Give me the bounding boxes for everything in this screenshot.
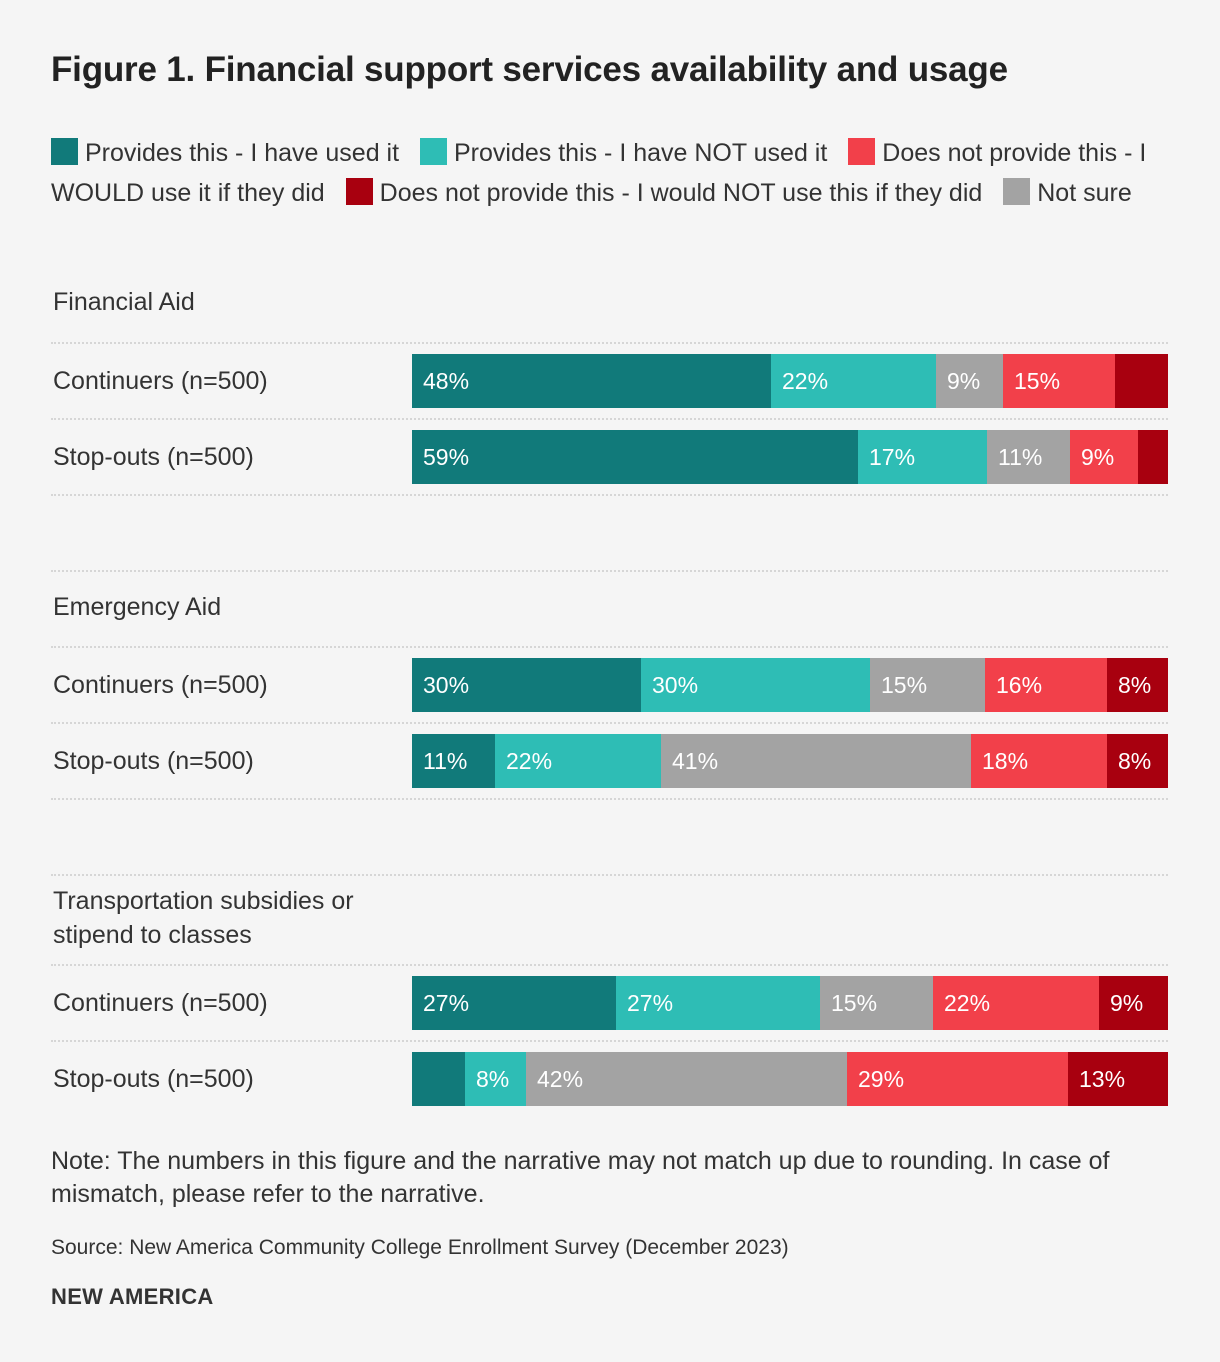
bar-segment-used — [412, 1052, 465, 1106]
row-label-transportation-subsidies-stop-outs: Stop-outs (n=500) — [53, 1065, 254, 1093]
bar-segment-not-sure: 11% — [987, 430, 1070, 484]
divider — [51, 964, 1168, 966]
divider — [51, 798, 1168, 800]
bar-segment-would-not-use — [1115, 354, 1168, 408]
bar-transportation-subsidies-stop-outs: 8% 42% 29% 13% — [412, 1052, 1168, 1106]
bar-segment-would-not-use — [1138, 430, 1168, 484]
legend-swatch-not-sure — [1003, 178, 1031, 205]
bar-segment-not-sure: 9% — [936, 354, 1003, 408]
legend-item-not-sure: Not sure — [1003, 178, 1132, 207]
divider — [51, 646, 1168, 648]
bar-segment-would-use: 16% — [985, 658, 1107, 712]
section-title-financial-aid: Financial Aid — [53, 288, 195, 316]
row-label-transportation-subsidies-continuers: Continuers (n=500) — [53, 989, 268, 1017]
bar-segment-would-use: 18% — [971, 734, 1107, 788]
divider — [51, 418, 1168, 420]
chart-title: Figure 1. Financial support services ava… — [51, 50, 1008, 89]
legend-item-used: Provides this - I have used it — [51, 138, 400, 167]
divider — [51, 570, 1168, 572]
chart-note: Note: The numbers in this figure and the… — [51, 1147, 1110, 1208]
row-label-financial-aid-continuers: Continuers (n=500) — [53, 367, 268, 395]
divider — [51, 494, 1168, 496]
legend-swatch-not-used — [420, 138, 447, 165]
legend-label-would-use: Does not provide this - I WOULD use it i… — [51, 139, 1147, 207]
bar-segment-not-used: 8% — [465, 1052, 526, 1106]
bar-segment-used: 48% — [412, 354, 771, 408]
legend-item-not-used: Provides this - I have NOT used it — [420, 138, 828, 167]
bar-segment-would-use: 15% — [1003, 354, 1115, 408]
legend-item-would-not-use: Does not provide this - I would NOT use … — [345, 178, 983, 207]
brand-logo-text: NEW AMERICA — [51, 1284, 214, 1309]
chart-source: Source: New America Community College En… — [51, 1236, 789, 1259]
legend-swatch-would-use — [848, 138, 876, 165]
bar-segment-would-use: 9% — [1070, 430, 1138, 484]
bar-financial-aid-stop-outs: 59% 17% 11% 9% — [412, 430, 1168, 484]
bar-segment-would-use: 29% — [847, 1052, 1068, 1106]
divider — [51, 874, 1168, 876]
bar-segment-not-sure: 15% — [870, 658, 985, 712]
bar-segment-would-use: 22% — [933, 976, 1099, 1030]
bar-segment-used: 30% — [412, 658, 641, 712]
bar-segment-would-not-use: 8% — [1107, 734, 1168, 788]
legend-label-not-sure: Not sure — [1037, 179, 1132, 207]
bar-segment-not-sure: 15% — [820, 976, 933, 1030]
bar-emergency-aid-stop-outs: 11% 22% 41% 18% 8% — [412, 734, 1168, 788]
divider — [51, 722, 1168, 724]
bar-segment-not-used: 30% — [641, 658, 870, 712]
bar-segment-not-sure: 42% — [526, 1052, 847, 1106]
bar-segment-not-used: 22% — [495, 734, 661, 788]
bar-segment-not-used: 27% — [616, 976, 820, 1030]
legend-label-not-used: Provides this - I have NOT used it — [454, 139, 828, 167]
chart-legend: Provides this - I have used it Provides … — [51, 133, 1176, 213]
legend-label-used: Provides this - I have used it — [85, 139, 400, 167]
bar-emergency-aid-continuers: 30% 30% 15% 16% 8% — [412, 658, 1168, 712]
bar-segment-not-used: 17% — [858, 430, 987, 484]
section-title-transportation-subsidies: Transportation subsidies or stipend to c… — [53, 887, 354, 949]
bar-segment-used: 59% — [412, 430, 858, 484]
section-title-emergency-aid: Emergency Aid — [53, 593, 222, 621]
bar-segment-not-used: 22% — [771, 354, 936, 408]
row-label-financial-aid-stop-outs: Stop-outs (n=500) — [53, 443, 254, 471]
bar-transportation-subsidies-continuers: 27% 27% 15% 22% 9% — [412, 976, 1168, 1030]
bar-segment-would-not-use: 9% — [1099, 976, 1168, 1030]
legend-item-would-use: Does not provide this - I WOULD use it i… — [51, 138, 1147, 207]
bar-segment-not-sure: 41% — [661, 734, 971, 788]
row-label-emergency-aid-stop-outs: Stop-outs (n=500) — [53, 747, 254, 775]
bar-segment-used: 27% — [412, 976, 616, 1030]
bar-financial-aid-continuers: 48% 22% 9% 15% — [412, 354, 1168, 408]
legend-label-would-not-use: Does not provide this - I would NOT use … — [379, 179, 983, 207]
bar-segment-would-not-use: 13% — [1068, 1052, 1168, 1106]
legend-swatch-would-not-use — [345, 178, 373, 205]
legend-swatch-used — [51, 138, 78, 165]
divider — [51, 1040, 1168, 1042]
divider — [51, 342, 1168, 344]
row-label-emergency-aid-continuers: Continuers (n=500) — [53, 671, 268, 699]
bar-segment-used: 11% — [412, 734, 495, 788]
bar-segment-would-not-use: 8% — [1107, 658, 1168, 712]
